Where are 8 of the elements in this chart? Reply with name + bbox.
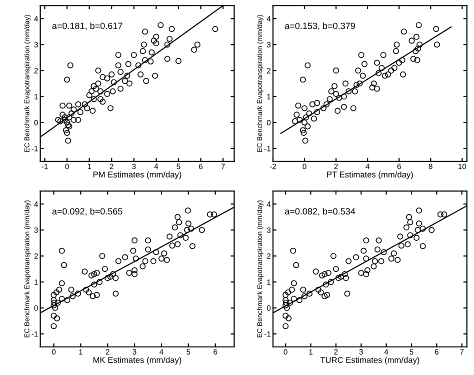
- x-axis-title: TURC Estimates (mm/day): [320, 356, 420, 365]
- annotation: a=0.092, b=0.565: [52, 208, 122, 216]
- annotation: a=0.153, b=0.379: [285, 22, 355, 30]
- annotation: a=0.181, b=0.617: [52, 22, 122, 30]
- annotation: a=0.082, b=0.534: [285, 208, 356, 216]
- x-axis-title: MK Estimates (mm/day): [93, 356, 182, 365]
- x-axis-title: PT Estimates (mm/day): [327, 171, 413, 180]
- x-axis-title: PM Estimates (mm/day): [93, 171, 182, 180]
